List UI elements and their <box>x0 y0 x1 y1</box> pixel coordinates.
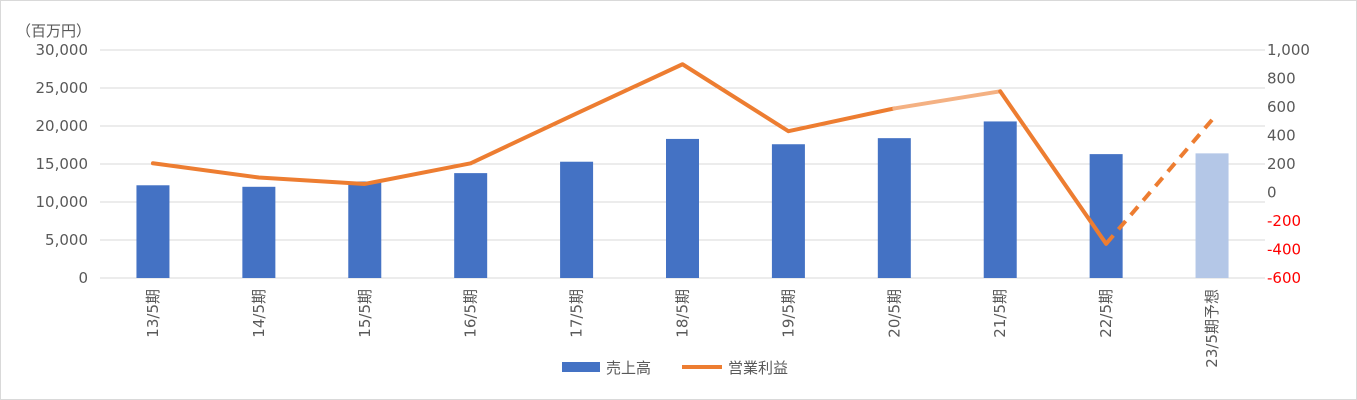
unit-label: （百万円） <box>16 22 91 40</box>
x-tick-label: 19/5期 <box>779 289 797 338</box>
bar-21/5期 <box>983 121 1017 278</box>
x-tick-label: 23/5期予想 <box>1203 289 1221 368</box>
bar-15/5期 <box>348 181 382 278</box>
operating-profit-line <box>150 62 897 186</box>
x-tick-label: 15/5期 <box>356 289 374 338</box>
bar-13/5期 <box>136 185 170 278</box>
left-tick-label: 0 <box>78 269 88 287</box>
bar-19/5期 <box>771 144 805 278</box>
operating-profit-forecast-line <box>1104 118 1214 246</box>
line-series <box>150 62 1214 246</box>
x-tick-label: 16/5期 <box>462 289 480 338</box>
x-tick-label: 22/5期 <box>1097 289 1115 338</box>
right-axis-ticks: -600 -400 -200 0 200 400 600 800 1,000 <box>1267 41 1310 287</box>
legend-label-operating-profit: 営業利益 <box>728 359 788 377</box>
right-tick-label: 600 <box>1267 98 1296 116</box>
left-tick-label: 10,000 <box>36 193 89 211</box>
operating-profit-line-segment <box>998 89 1109 246</box>
legend: 売上高 営業利益 <box>562 359 788 377</box>
legend-swatch-sales <box>562 362 600 372</box>
bar-16/5期 <box>454 173 488 278</box>
x-tick-label: 21/5期 <box>991 289 1009 338</box>
left-tick-label: 30,000 <box>36 41 89 59</box>
left-tick-label: 25,000 <box>36 79 89 97</box>
right-tick-label: 400 <box>1267 127 1296 145</box>
right-tick-label: 200 <box>1267 155 1296 173</box>
left-axis-ticks: 0 5,000 10,000 15,000 20,000 25,000 30,000 <box>36 41 89 287</box>
legend-label-sales: 売上高 <box>606 359 651 377</box>
x-tick-label: 18/5期 <box>674 289 692 338</box>
operating-profit-line-segment <box>892 89 1003 111</box>
bar-18/5期 <box>666 138 699 278</box>
bar-series <box>136 121 1229 278</box>
x-tick-label: 13/5期 <box>144 289 162 338</box>
x-tick-label: 17/5期 <box>568 289 586 338</box>
left-tick-label: 15,000 <box>36 155 89 173</box>
bar-22/5期 <box>1089 154 1123 278</box>
gridlines <box>100 49 1265 279</box>
right-tick-label: -200 <box>1267 212 1301 230</box>
left-tick-label: 20,000 <box>36 117 89 135</box>
x-axis-ticks: 13/5期 14/5期 15/5期 16/5期 17/5期 18/5期 19/5期 20/5期… <box>144 289 1221 368</box>
bar-23/5期予想 <box>1195 153 1229 278</box>
bar-14/5期 <box>242 186 276 278</box>
x-tick-label: 14/5期 <box>250 289 268 338</box>
right-tick-label: 800 <box>1267 70 1296 88</box>
left-tick-label: 5,000 <box>45 231 88 249</box>
x-tick-label: 20/5期 <box>885 289 903 338</box>
right-tick-label: 0 <box>1267 184 1277 202</box>
bar-20/5期 <box>877 138 911 278</box>
bar-17/5期 <box>560 161 594 278</box>
right-tick-label: -600 <box>1267 269 1301 287</box>
right-tick-label: 1,000 <box>1267 41 1310 59</box>
right-tick-label: -400 <box>1267 241 1301 259</box>
